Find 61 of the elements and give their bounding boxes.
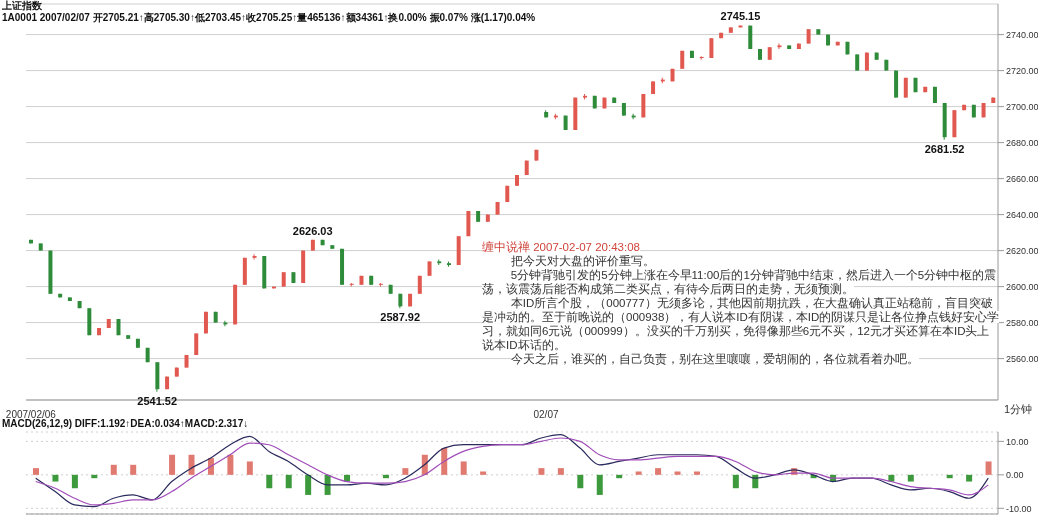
bar (71, 474, 78, 489)
annotation: 缠中说禅 2007-02-07 20:43:08 (482, 241, 640, 253)
bar (305, 474, 312, 495)
y-tick-label: 2700.00 (1006, 101, 1038, 112)
y-tick-label: 2640.00 (1006, 209, 1038, 220)
bar (577, 474, 584, 489)
annotation: 2745.15 (720, 10, 761, 23)
bar (635, 471, 642, 475)
y-tick-label: 2680.00 (1006, 137, 1038, 148)
y-tick-label: -10.00 (1006, 503, 1032, 514)
bar (227, 454, 234, 475)
x-tick-label: 2007/02/06 (5, 409, 57, 420)
x-axis-title: 1分钟 (1003, 402, 1032, 417)
bar (188, 454, 195, 475)
annotation: 本ID所言个股，（000777）无须多论，其他因前期抗跌，在大盘确认真正站稳前，盲目突破是冲动的。至于前晚说的（000938），有人说本ID有阴谋，本ID的阴谋只是让各位挣点钱好安心学习，就如同6元说（000999）。没买的千万别买，免得像那些6元不买，12元才买还算在本ID头上说本ID坏话的。 (482, 297, 1000, 351)
bar (266, 474, 273, 489)
bar (91, 474, 98, 479)
y-tick-label: 2660.00 (1006, 173, 1038, 184)
y-tick-label: 10.00 (1006, 436, 1029, 447)
bar (557, 468, 564, 475)
bar (460, 461, 467, 475)
annotation: 2626.03 (292, 224, 333, 237)
bar (382, 474, 389, 479)
bar (246, 461, 253, 475)
bar (402, 468, 409, 475)
y-tick-label: 0.00 (1006, 470, 1024, 481)
y-tick-label: 2620.00 (1006, 245, 1038, 256)
chart-title: 上证指数 (2, 0, 43, 12)
bar (616, 474, 623, 479)
bar (966, 474, 973, 482)
x-tick-label: 02/07 (533, 409, 559, 420)
annotation: 2587.92 (380, 311, 421, 324)
annotation: 5分钟背驰引发的5分钟上涨在今早11:00后的1分钟背驰中结束，然后进入一个5分钟中枢的震荡，该震荡后能否构成第二类买点，有待今后两日的走势，无须预测。 (482, 269, 997, 295)
annotation: 2541.52 (137, 394, 178, 407)
bar (907, 474, 914, 482)
annotation: 2681.52 (924, 142, 965, 155)
bar (33, 468, 39, 475)
y-tick-label: 2740.00 (1006, 29, 1038, 40)
bar (52, 474, 59, 482)
bar (480, 471, 487, 475)
bar (285, 474, 292, 489)
bar (732, 474, 739, 489)
bar (169, 454, 176, 475)
y-tick-label: 2720.00 (1006, 65, 1038, 76)
chart-title: MACD(26,12,9) DIFF:1.192↑DEA:0.034↑MACD:2.317↓ (2, 418, 249, 430)
bar (674, 471, 681, 475)
bar (985, 461, 992, 475)
bar (130, 464, 137, 475)
bar (538, 468, 545, 475)
y-tick-label: 2560.00 (1006, 353, 1038, 364)
annotation: 把今天对大盘的评价重写。 (510, 255, 655, 267)
bar (596, 474, 603, 495)
y-tick-label: 2600.00 (1006, 281, 1038, 292)
bar (946, 474, 953, 479)
annotation: 今天之后，谁买的，自己负责，别在这里嚷嚷，爱胡闹的，各位就看着办吧。 (510, 353, 919, 365)
y-tick-label: 2580.00 (1006, 317, 1038, 328)
bar (110, 464, 117, 475)
bar (693, 471, 700, 475)
bar (655, 468, 662, 475)
text: 1A0001 2007/02/07 开2705.21↑高2705.30↑低2703.45↑收2705.25↑量465136↑额34361↑换0.00% 振0.07% 涨(1.17)0.04% (2, 12, 536, 24)
bar (441, 448, 448, 475)
